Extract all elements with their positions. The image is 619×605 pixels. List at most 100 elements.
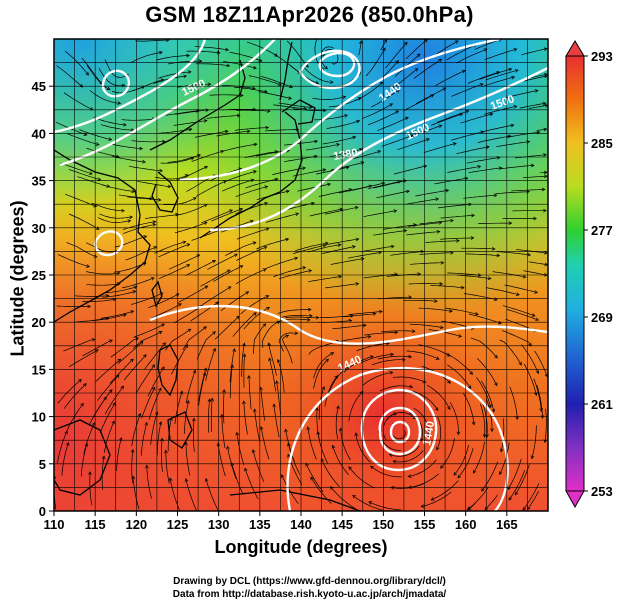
streamline-arrowhead <box>325 358 329 363</box>
streamline-arrowhead <box>518 361 522 366</box>
streamline-arrowhead <box>315 80 320 85</box>
streamline <box>117 341 144 365</box>
streamline-arrowhead <box>543 153 547 157</box>
x-axis-label: Longitude (degrees) <box>214 537 388 557</box>
streamline <box>308 275 342 283</box>
streamline-arrowhead <box>285 237 290 242</box>
streamline <box>277 309 311 314</box>
streamline <box>450 131 484 141</box>
streamline-arrowhead <box>192 417 196 422</box>
streamline <box>234 127 269 131</box>
streamline <box>528 104 548 109</box>
streamline-arrowhead <box>236 113 241 118</box>
streamline <box>93 117 127 126</box>
streamline <box>141 387 156 419</box>
streamline-arrowhead <box>118 437 123 442</box>
x-tick-label: 145 <box>331 517 353 532</box>
streamline-arrowhead <box>487 276 492 281</box>
streamline <box>410 124 442 138</box>
streamline <box>482 403 488 438</box>
streamline-arrowhead <box>402 357 406 362</box>
streamline <box>473 441 485 474</box>
streamline <box>319 315 354 318</box>
streamline <box>370 465 402 478</box>
streamline <box>196 180 227 197</box>
streamline <box>182 326 207 351</box>
streamline-arrowhead <box>510 123 515 128</box>
streamline-arrowhead <box>522 506 527 511</box>
streamline-arrowhead <box>305 63 309 68</box>
streamline <box>208 398 211 433</box>
streamline <box>367 180 401 190</box>
streamline <box>68 213 100 230</box>
streamline <box>446 44 477 61</box>
x-tick-label: 130 <box>208 517 230 532</box>
streamline-arrowhead <box>369 355 374 359</box>
x-tick-label: 115 <box>85 517 106 532</box>
streamline <box>183 400 189 435</box>
streamline-arrowhead <box>86 264 90 268</box>
streamline-arrowhead <box>456 431 461 436</box>
streamline <box>447 364 472 389</box>
streamline-arrowhead <box>488 404 492 409</box>
y-tick-label: 35 <box>32 174 46 189</box>
streamline <box>93 314 127 322</box>
streamline-arrowhead <box>276 320 281 325</box>
streamline <box>243 354 245 388</box>
streamline-arrowhead <box>388 453 393 457</box>
streamline <box>256 238 289 250</box>
streamline <box>370 89 400 108</box>
streamline-arrowhead <box>450 250 454 255</box>
streamline-arrowhead <box>259 425 264 430</box>
streamline <box>277 359 285 393</box>
streamline <box>421 491 452 508</box>
streamline-arrowhead <box>64 430 68 435</box>
streamline <box>463 194 497 199</box>
streamline <box>262 320 280 348</box>
streamline <box>103 420 115 454</box>
streamline-arrowhead <box>408 354 413 359</box>
streamline-arrowhead <box>527 252 531 257</box>
streamline-arrowhead <box>316 430 321 435</box>
streamline-arrowhead <box>434 299 438 303</box>
streamline-arrowhead <box>330 352 335 356</box>
streamline-arrowhead <box>103 396 107 401</box>
streamline-arrowhead <box>381 181 386 186</box>
streamline <box>523 175 548 179</box>
streamline <box>377 116 409 131</box>
streamline-arrowhead <box>321 386 326 390</box>
streamline-arrowhead <box>430 497 435 501</box>
streamline <box>423 142 457 153</box>
streamline-arrowhead <box>117 358 122 363</box>
streamline-arrowhead <box>306 426 311 431</box>
streamline-arrowhead <box>445 188 450 193</box>
streamline-arrowhead <box>498 471 503 476</box>
credit-drawing: Drawing by DCL (https://www.gfd-dennou.o… <box>173 576 446 587</box>
streamline <box>278 270 312 280</box>
streamline <box>506 308 539 321</box>
streamline <box>467 71 500 84</box>
streamline <box>544 408 547 443</box>
streamline <box>232 312 257 337</box>
streamline-arrowhead <box>324 65 328 70</box>
streamline-arrowhead <box>447 379 451 384</box>
streamline <box>278 315 313 319</box>
streamline <box>509 386 518 420</box>
streamline-arrowhead <box>471 213 475 218</box>
colorbar-tick-label: 285 <box>591 136 613 151</box>
streamline-arrowhead <box>130 448 135 453</box>
streamline <box>147 366 165 397</box>
streamline <box>131 140 166 143</box>
streamline <box>86 271 120 275</box>
streamline-arrowhead <box>289 84 293 89</box>
coastline-hokkaido <box>281 99 316 125</box>
streamline <box>132 476 140 510</box>
streamline-arrowhead <box>436 229 441 234</box>
streamline-arrowhead <box>426 138 430 142</box>
streamline <box>500 164 535 170</box>
streamline <box>468 167 502 174</box>
streamline <box>363 210 397 217</box>
x-tick-label: 160 <box>455 517 477 532</box>
x-tick-label: 125 <box>167 517 189 532</box>
streamline-arrowhead <box>186 264 191 268</box>
